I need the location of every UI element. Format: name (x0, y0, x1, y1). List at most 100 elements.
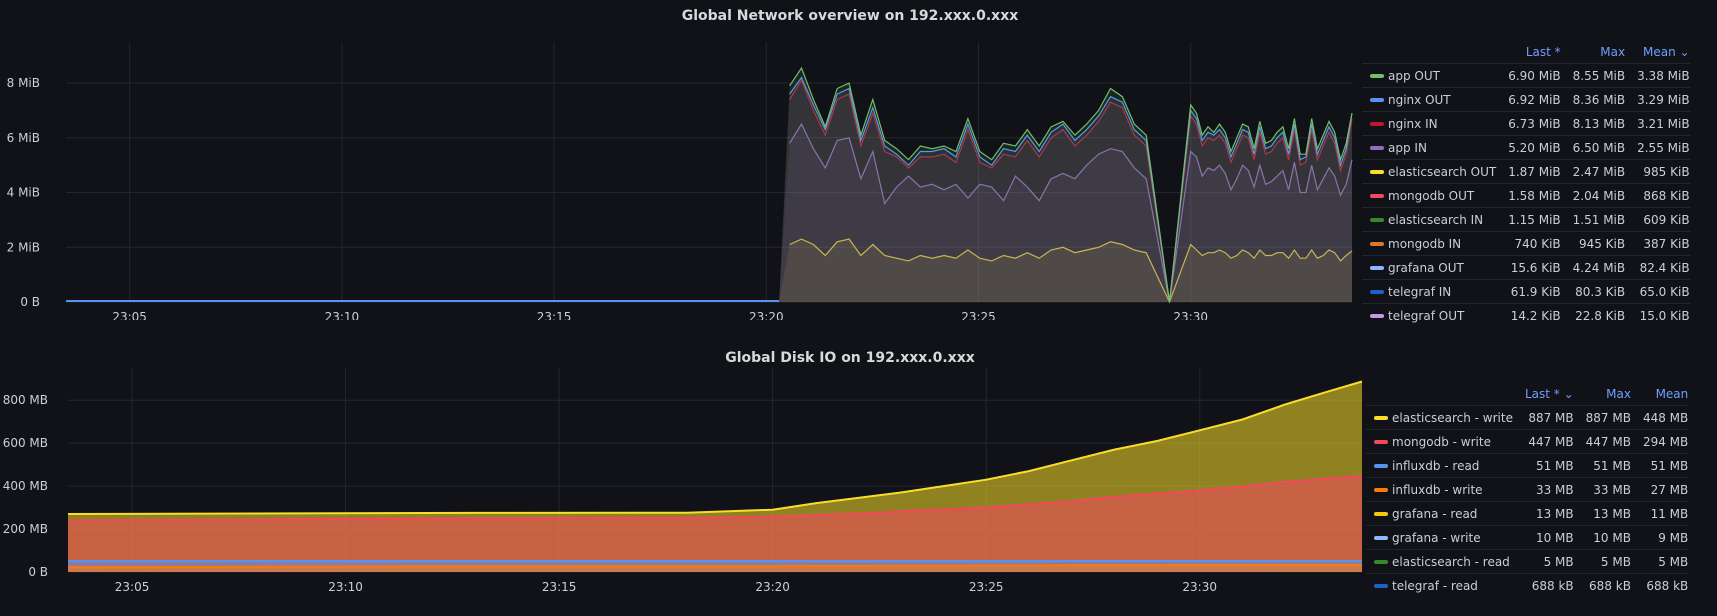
legend-swatch (1362, 279, 1384, 304)
legend-item-influxdb-read[interactable]: influxdb - read 51 MB 51 MB 51 MB (1366, 453, 1689, 478)
series-line-influxdb-write (67, 563, 1362, 569)
legend-item-grafana-read[interactable]: grafana - read 13 MB 13 MB 11 MB (1366, 501, 1689, 526)
y-tick-label: 400 MB (3, 479, 48, 493)
network-legend: Last * Max Mean ⌄ app OUT 6.90 MiB 8.55 Mi… (1362, 41, 1690, 327)
legend-item-elasticsearch-write[interactable]: elasticsearch - write 887 MB 887 MB 448 MB (1366, 405, 1689, 430)
legend-value-max: 8.55 MiB (1560, 63, 1626, 88)
y-tick-label: 8 MiB (7, 76, 40, 90)
legend-value-mean: 387 KiB (1625, 231, 1690, 256)
legend-value-max: 22.8 KiB (1560, 303, 1626, 327)
legend-swatch (1362, 63, 1384, 88)
legend-series-name: mongodb - write (1388, 429, 1513, 454)
series-area-app-out (779, 68, 1352, 302)
legend-value-max: 447 MB (1573, 429, 1631, 454)
legend-item-elasticsearch-read[interactable]: elasticsearch - read 5 MB 5 MB 5 MB (1366, 549, 1689, 574)
legend-item-mongodb-write[interactable]: mongodb - write 447 MB 447 MB 294 MB (1366, 429, 1689, 454)
y-tick-label: 6 MiB (7, 131, 40, 145)
legend-swatch (1366, 573, 1388, 597)
series-area-elasticsearch-out (779, 239, 1352, 302)
legend-value-last: 1.15 MiB (1496, 207, 1561, 232)
legend-item-app-out[interactable]: app OUT 6.90 MiB 8.55 MiB 3.38 MiB (1362, 63, 1690, 88)
legend-value-last: 1.87 MiB (1496, 159, 1561, 184)
legend-value-max: 80.3 KiB (1560, 279, 1626, 304)
x-tick-label: 23:30 (1182, 580, 1217, 594)
legend-value-max: 6.50 MiB (1560, 135, 1626, 160)
legend-value-last: 6.73 MiB (1496, 111, 1561, 136)
legend-value-mean: 9 MB (1630, 525, 1689, 550)
legend-value-mean: 51 MB (1630, 453, 1689, 478)
legend-item-influxdb-write[interactable]: influxdb - write 33 MB 33 MB 27 MB (1366, 477, 1689, 502)
legend-value-mean: 5 MB (1630, 549, 1689, 574)
legend-swatch (1362, 303, 1384, 327)
series-line-elasticsearch-out (789, 238, 1353, 304)
legend-value-last: 740 KiB (1496, 231, 1561, 256)
legend-series-name: mongodb OUT (1384, 183, 1497, 208)
legend-value-last: 13 MB (1512, 501, 1574, 526)
legend-series-name: elasticsearch OUT (1384, 159, 1497, 184)
legend-item-mongodb-in[interactable]: mongodb IN 740 KiB 945 KiB 387 KiB (1362, 231, 1690, 256)
legend-header-mean[interactable]: Mean ⌄ (1642, 45, 1690, 59)
legend-value-last: 1.58 MiB (1496, 183, 1561, 208)
legend-item-elasticsearch-in[interactable]: elasticsearch IN 1.15 MiB 1.51 MiB 609 KiB (1362, 207, 1690, 232)
legend-header-max[interactable]: Max (1606, 387, 1631, 401)
legend-value-last: 61.9 KiB (1496, 279, 1561, 304)
legend-value-last: 6.92 MiB (1496, 87, 1561, 112)
legend-series-name: app OUT (1384, 63, 1497, 88)
legend-series-name: elasticsearch - read (1388, 549, 1513, 574)
series-line-mongodb-write (67, 475, 1363, 522)
network-panel: Global Network overview on 192.xxx.0.xxx… (0, 0, 1690, 327)
legend-value-max: 2.47 MiB (1560, 159, 1626, 184)
legend-value-mean: 868 KiB (1625, 183, 1690, 208)
legend-swatch (1366, 453, 1388, 478)
legend-item-grafana-write[interactable]: grafana - write 10 MB 10 MB 9 MB (1366, 525, 1689, 550)
legend-value-max: 13 MB (1573, 501, 1631, 526)
y-tick-label: 0 B (20, 295, 40, 309)
disk-panel-title[interactable]: Global Disk IO on 192.xxx.0.xxx (725, 350, 975, 366)
legend-header-last[interactable]: Last * (1525, 45, 1561, 59)
series-area-mongodb-write (68, 476, 1362, 572)
network-chart[interactable]: 0 B 2 MiB 4 MiB 6 MiB 8 MiB 23:05 23:10 23:15 23… (0, 0, 1360, 320)
legend-value-max: 1.51 MiB (1560, 207, 1626, 232)
x-tick-label: 23:30 (1173, 310, 1208, 320)
legend-item-grafana-out[interactable]: grafana OUT 15.6 KiB 4.24 MiB 82.4 KiB (1362, 255, 1690, 280)
legend-series-name: grafana - write (1388, 525, 1513, 550)
legend-swatch (1362, 183, 1384, 208)
x-tick-label: 23:05 (115, 580, 150, 594)
legend-item-app-in[interactable]: app IN 5.20 MiB 6.50 MiB 2.55 MiB (1362, 135, 1690, 160)
legend-series-name: grafana - read (1388, 501, 1513, 526)
legend-item-telegraf-read[interactable]: telegraf - read 688 kB 688 kB 688 kB (1366, 573, 1689, 597)
legend-value-last: 5.20 MiB (1496, 135, 1561, 160)
x-tick-label: 23:05 (112, 310, 147, 320)
legend-swatch (1362, 231, 1384, 256)
legend-value-last: 5 MB (1512, 549, 1574, 574)
legend-value-last: 14.2 KiB (1496, 303, 1561, 327)
legend-series-name: elasticsearch - write (1388, 405, 1513, 430)
legend-item-telegraf-in[interactable]: telegraf IN 61.9 KiB 80.3 KiB 65.0 KiB (1362, 279, 1690, 304)
x-tick-label: 23:15 (542, 580, 577, 594)
legend-item-telegraf-out[interactable]: telegraf OUT 14.2 KiB 22.8 KiB 15.0 KiB (1362, 303, 1690, 327)
legend-value-max: 688 kB (1573, 573, 1631, 597)
legend-value-last: 33 MB (1512, 477, 1574, 502)
legend-header-mean[interactable]: Mean (1655, 387, 1689, 401)
network-panel-title[interactable]: Global Network overview on 192.xxx.0.xxx (681, 8, 1019, 24)
series-area-nginx-in (779, 80, 1352, 302)
legend-value-max: 10 MB (1573, 525, 1631, 550)
x-tick-label: 23:15 (537, 310, 572, 320)
legend-item-elasticsearch-out[interactable]: elasticsearch OUT 1.87 MiB 2.47 MiB 985 KiB (1362, 159, 1690, 184)
legend-value-max: 2.04 MiB (1560, 183, 1626, 208)
legend-value-mean: 3.29 MiB (1625, 87, 1690, 112)
legend-value-mean: 65.0 KiB (1625, 279, 1690, 304)
legend-item-mongodb-out[interactable]: mongodb OUT 1.58 MiB 2.04 MiB 868 KiB (1362, 183, 1690, 208)
legend-series-name: app IN (1384, 135, 1497, 160)
legend-header-max[interactable]: Max (1600, 45, 1626, 59)
legend-item-nginx-in[interactable]: nginx IN 6.73 MiB 8.13 MiB 3.21 MiB (1362, 111, 1690, 136)
legend-item-nginx-out[interactable]: nginx OUT 6.92 MiB 8.36 MiB 3.29 MiB (1362, 87, 1690, 112)
legend-series-name: influxdb - write (1388, 477, 1513, 502)
legend-value-last: 15.6 KiB (1496, 255, 1561, 280)
legend-value-mean: 3.21 MiB (1625, 111, 1690, 136)
legend-swatch (1366, 477, 1388, 502)
disk-chart[interactable]: 0 B 200 MB 400 MB 600 MB 800 MB 23:05 23:10 23:… (0, 340, 1370, 616)
legend-series-name: telegraf IN (1384, 279, 1497, 304)
legend-series-name: nginx OUT (1384, 87, 1497, 112)
legend-header-last[interactable]: Last * ⌄ (1524, 387, 1574, 401)
